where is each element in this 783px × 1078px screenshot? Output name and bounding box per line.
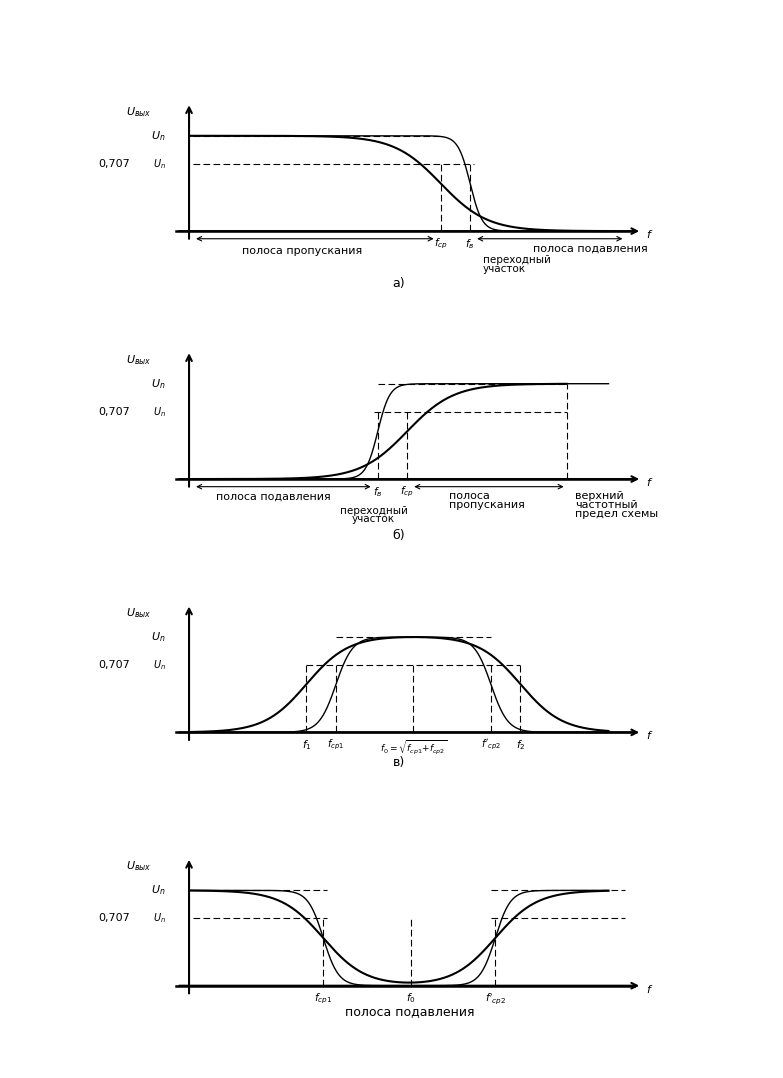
Text: 0,707: 0,707	[99, 406, 130, 417]
Text: полоса подавления: полоса подавления	[215, 492, 330, 501]
Text: $f$: $f$	[646, 982, 654, 995]
Text: $f_2$: $f_2$	[516, 738, 525, 751]
Text: $f_0$: $f_0$	[406, 992, 417, 1005]
Text: предел схемы: предел схемы	[575, 509, 658, 519]
Text: участок: участок	[482, 263, 526, 274]
Text: $U_n$: $U_n$	[153, 658, 166, 672]
Text: $U_n$: $U_n$	[151, 631, 166, 644]
Text: $U_n$: $U_n$	[153, 911, 166, 925]
Text: 0,707: 0,707	[99, 660, 130, 671]
Text: $f$: $f$	[646, 227, 654, 240]
Text: полоса подавления: полоса подавления	[345, 1005, 474, 1018]
Text: $f'_{ср2}$: $f'_{ср2}$	[481, 738, 501, 752]
Text: полоса пропускания: полоса пропускания	[242, 247, 363, 257]
Text: в): в)	[392, 756, 405, 770]
Text: полоса подавления: полоса подавления	[533, 244, 648, 253]
Text: $U_{вых}$: $U_{вых}$	[126, 105, 151, 119]
Text: $f_1$: $f_1$	[301, 738, 312, 751]
Text: переходный: переходный	[482, 254, 550, 265]
Text: $f_в$: $f_в$	[465, 237, 474, 250]
Text: $f_{ср1}$: $f_{ср1}$	[314, 992, 333, 1006]
Text: $U_{вых}$: $U_{вых}$	[126, 353, 151, 367]
Text: верхний: верхний	[575, 492, 624, 501]
Text: $f_0{=}\sqrt{f_{ср1}{+}f_{ср2}}$: $f_0{=}\sqrt{f_{ср1}{+}f_{ср2}}$	[380, 738, 447, 756]
Text: $U_n$: $U_n$	[151, 129, 166, 142]
Text: $f$: $f$	[646, 475, 654, 488]
Text: пропускания: пропускания	[449, 500, 525, 510]
Text: частотный: частотный	[575, 500, 637, 510]
Text: полоса: полоса	[449, 492, 490, 501]
Text: $U_{вых}$: $U_{вых}$	[126, 606, 151, 620]
Text: $f_{ср1}$: $f_{ср1}$	[327, 738, 345, 752]
Text: $U_n$: $U_n$	[151, 884, 166, 897]
Text: 0,707: 0,707	[99, 158, 130, 169]
Text: $U_n$: $U_n$	[153, 156, 166, 170]
Text: 0,707: 0,707	[99, 913, 130, 924]
Text: $f'_{ср2}$: $f'_{ср2}$	[485, 992, 506, 1006]
Text: участок: участок	[352, 514, 395, 524]
Text: $f_в$: $f_в$	[373, 485, 383, 498]
Text: б): б)	[392, 528, 405, 541]
Text: $U_n$: $U_n$	[151, 377, 166, 390]
Text: $f_{ср}$: $f_{ср}$	[434, 237, 448, 251]
Text: $U_n$: $U_n$	[153, 404, 166, 418]
Text: переходный: переходный	[340, 506, 407, 515]
Text: $f$: $f$	[646, 729, 654, 742]
Text: а): а)	[392, 277, 405, 290]
Text: $f_{ср}$: $f_{ср}$	[400, 485, 414, 499]
Text: $U_{вых}$: $U_{вых}$	[126, 859, 151, 873]
